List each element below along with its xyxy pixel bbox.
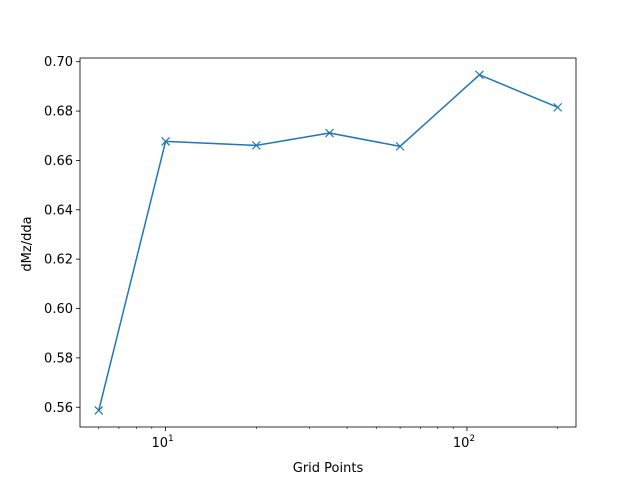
x-tick-label: 102 — [453, 434, 475, 451]
data-point-marker — [553, 102, 563, 112]
y-axis-ticks: 0.56 0.58 0.60 0.62 0.64 0.66 0.68 0.70 — [44, 55, 80, 416]
marker-stroke — [475, 70, 484, 80]
data-point-marker — [395, 141, 405, 151]
data-point-marker — [475, 70, 484, 80]
y-tick-label: 0.56 — [44, 401, 73, 416]
y-tick-label: 0.64 — [44, 203, 73, 218]
plot-area — [79, 57, 577, 428]
data-point-marker — [325, 128, 334, 138]
x-axis-label: Grid Points — [293, 461, 364, 476]
data-point-marker — [94, 406, 104, 415]
x-tick-label: 101 — [151, 434, 173, 451]
y-tick-label: 0.66 — [44, 154, 73, 169]
marker-stroke — [161, 137, 171, 146]
y-tick-label: 0.58 — [44, 351, 73, 366]
series-layer — [94, 70, 563, 415]
marker-stroke — [325, 128, 334, 138]
x-axis-ticks: 101 102 — [151, 427, 475, 451]
marker-stroke — [395, 141, 405, 151]
marker-stroke — [251, 140, 261, 150]
y-tick-label: 0.70 — [44, 55, 73, 70]
y-axis-label: dMz/dda — [20, 216, 35, 271]
y-tick-label: 0.60 — [44, 302, 73, 317]
axes-frame — [79, 57, 577, 428]
data-point-marker — [251, 140, 261, 150]
x-axis-minor-ticks — [98, 427, 559, 429]
y-tick-label: 0.62 — [44, 253, 73, 268]
marker-stroke — [94, 406, 104, 415]
marker-stroke — [553, 102, 563, 112]
data-point-marker — [161, 137, 171, 146]
y-tick-label: 0.68 — [44, 105, 73, 120]
